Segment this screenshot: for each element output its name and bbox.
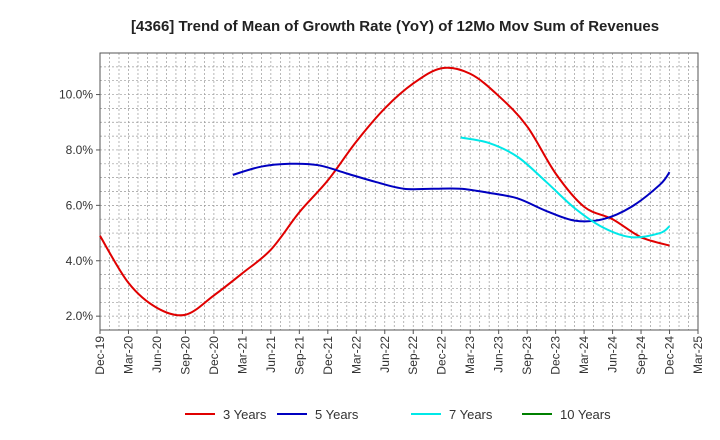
x-tick-label: Mar-24 [577,336,591,374]
y-tick-label: 8.0% [66,143,94,157]
legend-label-7-years: 7 Years [449,407,493,422]
x-tick-label: Dec-21 [321,336,335,375]
x-tick-label: Dec-20 [207,336,221,375]
legend-label-10-years: 10 Years [560,407,611,422]
x-tick-label: Dec-19 [93,336,107,375]
x-tick-label: Mar-21 [235,336,249,374]
legend: 3 Years 5 Years 7 Years 10 Years [185,407,611,422]
x-tick-label: Sep-22 [406,336,420,375]
x-tick-label: Sep-24 [634,336,648,375]
series-lines [99,66,671,317]
x-tick-label: Sep-21 [292,336,306,375]
x-tick-label: Mar-25 [691,336,705,374]
x-tick-label: Sep-23 [520,336,534,375]
x-tick-label: Dec-22 [435,336,449,375]
y-tick-label: 4.0% [66,254,94,268]
x-tick-label: Dec-24 [663,336,677,375]
y-tick-label: 6.0% [66,198,94,212]
series-line-5-years [232,162,671,223]
x-tick-label: Jun-23 [492,336,506,373]
x-tick-label: Mar-23 [463,336,477,374]
legend-label-3-years: 3 Years [223,407,267,422]
legend-label-5-years: 5 Years [315,407,359,422]
plot-area-border [99,52,699,331]
x-tick-label: Jun-22 [378,336,392,373]
series-line-7-years [460,136,671,239]
x-tick-label: Jun-21 [264,336,278,373]
x-tick-label: Mar-20 [121,336,135,374]
series-line-3-years [99,66,670,317]
y-tick-label: 10.0% [59,88,93,102]
x-tick-label: Sep-20 [178,336,192,375]
x-tick-label: Dec-23 [549,336,563,375]
y-axis: 2.0% 4.0% 6.0% 8.0% 10.0% [59,88,100,323]
x-tick-label: Mar-22 [349,336,363,374]
x-tick-label: Jun-24 [606,336,620,373]
chart-title: [4366] Trend of Mean of Growth Rate (YoY… [131,18,659,35]
x-axis: Dec-19 Mar-20 Jun-20 Sep-20 Dec-20 Mar-21 Jun-… [93,330,705,375]
y-tick-label: 2.0% [66,309,94,323]
x-tick-label: Jun-20 [150,336,164,373]
